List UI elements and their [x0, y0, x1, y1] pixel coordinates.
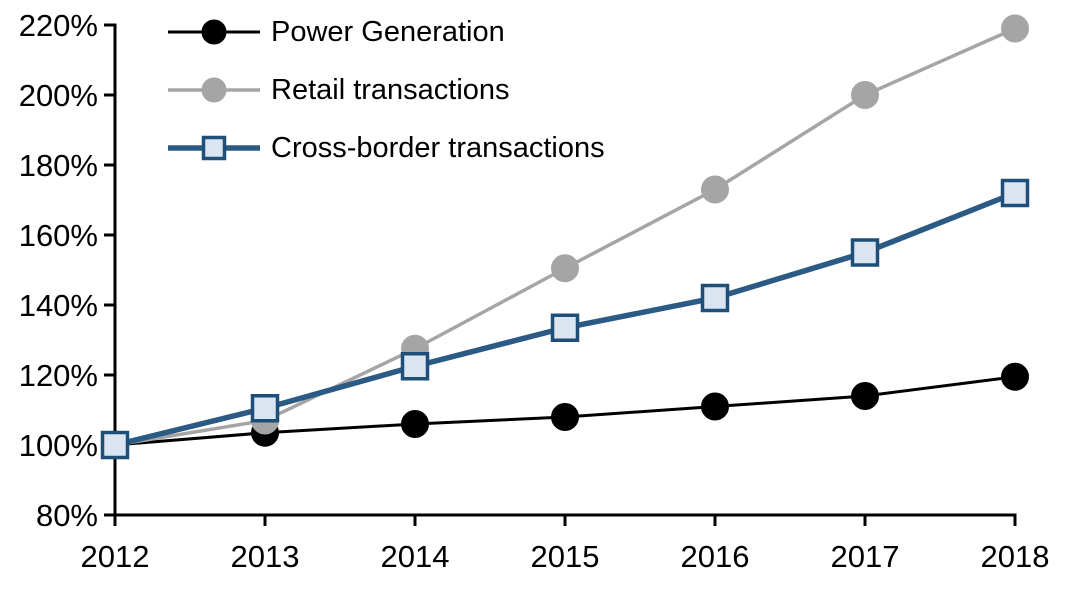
data-point-square — [250, 394, 280, 423]
y-tick-label: 200% — [19, 78, 98, 113]
legend-item-cross-border-transactions: Cross-border transactions — [166, 119, 605, 177]
data-point-circle — [851, 81, 879, 109]
y-tick-label: 80% — [36, 498, 98, 533]
legend-swatch-canvas — [168, 19, 260, 45]
data-point-square — [700, 283, 730, 313]
y-tick-label: 180% — [19, 148, 98, 183]
data-point-circle — [551, 403, 579, 431]
data-point-square — [400, 352, 430, 381]
data-point-circle — [701, 392, 729, 421]
legend-label-power-generation: Power Generation — [271, 15, 505, 48]
y-tick-label: 100% — [19, 428, 98, 463]
data-point-circle — [1001, 362, 1029, 391]
x-tick-label: 2013 — [231, 539, 300, 574]
cross-border-transactions-series-marker-icon — [166, 131, 262, 165]
data-point-square — [100, 430, 130, 460]
data-point-square — [850, 238, 880, 267]
x-tick-label: 2017 — [831, 539, 900, 574]
y-tick-label: 120% — [19, 358, 98, 393]
data-point-square — [1000, 178, 1030, 208]
legend-marker — [201, 19, 227, 45]
y-tick-label: 140% — [19, 288, 98, 323]
chart-legend: Power Generation Retail transactions Cro… — [166, 3, 605, 177]
legend-marker — [201, 77, 227, 103]
power-generation-series-marker-icon — [166, 15, 262, 49]
x-tick-label: 2016 — [681, 539, 750, 574]
legend-item-retail-transactions: Retail transactions — [166, 61, 605, 119]
legend-item-power-generation: Power Generation — [166, 3, 605, 61]
data-point-circle — [1001, 14, 1029, 43]
legend-swatch-canvas — [168, 77, 260, 103]
x-tick-label: 2018 — [981, 539, 1050, 574]
y-tick-label: 220% — [19, 8, 98, 43]
retail-transactions-series-marker-icon — [166, 73, 262, 107]
legend-label-retail-transactions: Retail transactions — [271, 73, 510, 106]
legend-swatch-canvas — [168, 135, 260, 161]
x-tick-label: 2014 — [381, 539, 450, 574]
data-point-circle — [851, 382, 879, 410]
x-tick-label: 2015 — [531, 539, 600, 574]
data-point-circle — [551, 254, 579, 283]
data-point-circle — [401, 410, 429, 438]
data-point-square — [550, 313, 580, 342]
y-tick-label: 160% — [19, 218, 98, 253]
legend-marker — [201, 135, 227, 161]
legend-label-cross-border-transactions: Cross-border transactions — [271, 131, 605, 164]
data-point-circle — [701, 175, 729, 204]
x-tick-label: 2012 — [81, 539, 150, 574]
